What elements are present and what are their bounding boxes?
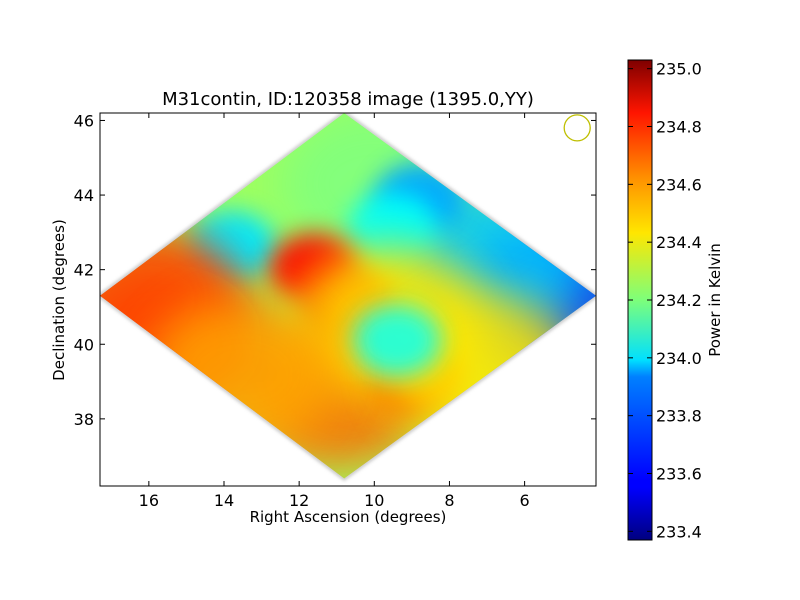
colorbar-label: Power in Kelvin <box>706 243 724 357</box>
y-tick-label: 46 <box>74 111 94 130</box>
feature-small-cyan-spot <box>351 304 442 377</box>
beam-marker <box>563 114 591 142</box>
colorbar-axis: 233.4 233.6 233.8 234.0 234.2 234.4 234.6 234.8… <box>628 60 702 541</box>
colorbar-tick-label: 234.2 <box>656 291 702 310</box>
plot-frame <box>99 112 597 487</box>
heatmap <box>100 113 596 479</box>
colorbar-tick-label: 234.0 <box>656 349 702 368</box>
x-axis: 16 14 12 10 8 6 <box>139 113 530 510</box>
chart-title: M31contin, ID:120358 image (1395.0,YY) <box>162 89 534 110</box>
x-tick-label: 10 <box>364 491 384 510</box>
x-axis-label: Right Ascension (degrees) <box>250 508 447 526</box>
x-tick-label: 16 <box>139 491 159 510</box>
y-axis-label: Declination (degrees) <box>50 219 68 381</box>
colorbar-tick-label: 234.4 <box>656 233 702 252</box>
y-tick-label: 40 <box>74 335 94 354</box>
x-tick-label: 14 <box>214 491 234 510</box>
feature-north-cyan-patch <box>348 192 439 265</box>
colorbar-tick-label: 235.0 <box>656 60 702 79</box>
y-tick-label: 38 <box>74 410 94 429</box>
x-tick-label: 12 <box>289 491 309 510</box>
colorbar-tick-label: 234.8 <box>656 118 702 137</box>
colorbar-tick-label: 233.8 <box>656 407 702 426</box>
x-tick-label: 6 <box>520 491 530 510</box>
x-tick-label: 8 <box>444 491 454 510</box>
colorbar-tick-label: 234.6 <box>656 175 702 194</box>
y-axis: 38 40 42 44 46 <box>74 111 596 429</box>
colorbar-tick-label: 233.4 <box>656 522 702 541</box>
y-tick-label: 44 <box>74 186 94 205</box>
colorbar-tick-label: 233.6 <box>656 464 702 483</box>
y-tick-label: 42 <box>74 261 94 280</box>
